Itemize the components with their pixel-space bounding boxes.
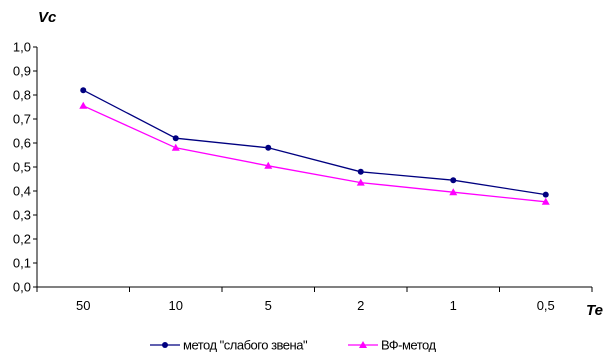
y-tick-label: 0,5 <box>13 160 31 175</box>
legend-marker <box>162 342 168 348</box>
series-2 <box>79 101 550 205</box>
data-point <box>80 87 87 94</box>
axes: 0,0 0,1 0,2 0,3 0,4 0,5 0,6 0,7 0,8 0,9 1,0 50 10 5 2 1… <box>13 40 593 313</box>
y-tick-label: 0,3 <box>13 208 31 223</box>
series-layer <box>79 87 550 205</box>
legend-item-2: ВФ-метод <box>348 338 437 353</box>
data-point <box>264 161 273 169</box>
data-point <box>541 197 550 205</box>
legend-marker <box>359 341 367 348</box>
x-tick-label: 50 <box>76 298 90 313</box>
x-tick-label: 5 <box>265 298 272 313</box>
data-point <box>356 178 365 186</box>
y-tick-label: 0,4 <box>13 184 31 199</box>
y-tick-label: 1,0 <box>13 40 31 55</box>
x-axis-title: Te <box>586 302 603 319</box>
x-tick-label: 10 <box>169 298 183 313</box>
legend-label: ВФ-метод <box>381 338 436 353</box>
series-line <box>82 89 546 196</box>
legend-label: метод "слабого звена" <box>183 338 308 353</box>
data-point <box>171 143 180 151</box>
y-tick-label: 0,1 <box>13 256 31 271</box>
y-tick-label: 0,9 <box>13 64 31 79</box>
y-tick-label: 0,2 <box>13 232 31 247</box>
x-tick-label: 2 <box>357 298 364 313</box>
y-tick-label: 0,7 <box>13 112 31 127</box>
y-axis-title: Vc <box>38 9 57 26</box>
series-1 <box>80 87 549 198</box>
legend-item-1: метод "слабого звена" <box>150 338 308 353</box>
data-point <box>265 144 272 151</box>
data-point <box>172 135 179 142</box>
y-tick-label: 0,8 <box>13 88 31 103</box>
y-tick-label: 0,6 <box>13 136 31 151</box>
data-point <box>450 177 457 184</box>
y-tick-label: 0,0 <box>13 280 31 295</box>
x-tick-label: 0,5 <box>537 298 555 313</box>
data-point <box>79 101 88 109</box>
data-point <box>542 191 549 198</box>
legend: метод "слабого звена" ВФ-метод <box>150 338 437 353</box>
series-line <box>82 105 546 203</box>
x-tick-label: 1 <box>450 298 457 313</box>
data-point <box>357 168 364 175</box>
data-point <box>449 188 458 196</box>
